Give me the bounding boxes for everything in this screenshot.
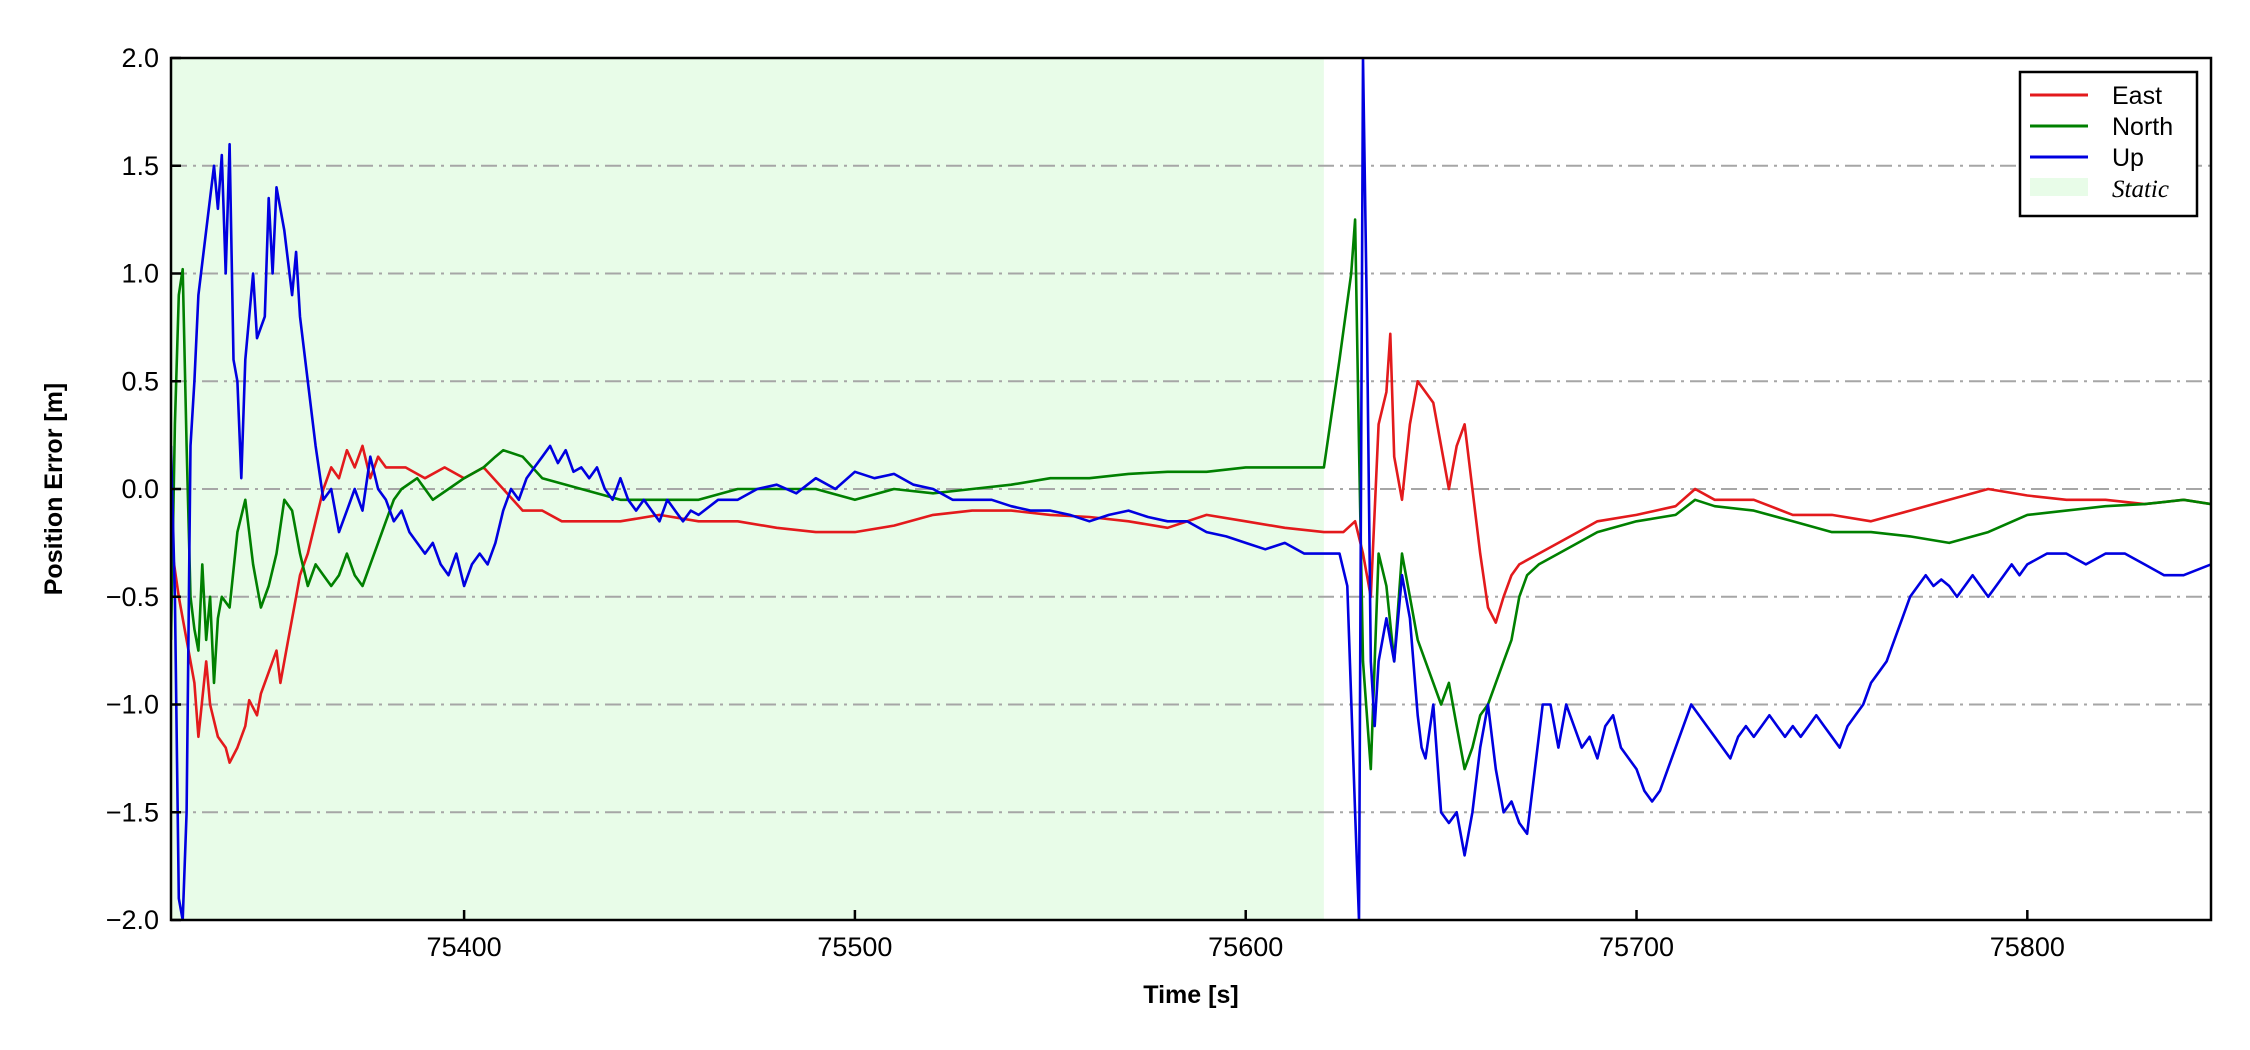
legend: East North Up Static [2018,70,2199,218]
series-line-north [171,218,2211,771]
y-tick-label-2: 1.0 [121,259,159,289]
y-axis-title: Position Error [m] [40,383,68,596]
x-tick-label-2: 75600 [1208,932,1283,962]
legend-label-east: East [2112,82,2162,110]
y-tick-label-3: 0.5 [121,366,159,396]
x-tick-label-1: 75500 [817,932,892,962]
y-tick-label-7: −1.5 [106,797,159,827]
legend-swatch-static [2030,178,2088,196]
legend-label-up: Up [2112,144,2144,172]
x-tick-label-3: 75700 [1599,932,1674,962]
series-line-up [171,58,2211,920]
y-tick-label-6: −1.0 [106,690,159,720]
y-tick-label-5: −0.5 [106,582,159,612]
y-tick-label-4: 0.0 [121,474,159,504]
x-tick-label-4: 75800 [1990,932,2065,962]
series-line-east [171,332,2211,764]
legend-label-north: North [2112,113,2173,141]
x-tick-label-0: 75400 [427,932,502,962]
y-axis-ticks: 2.0 1.5 1.0 0.5 0.0 −0.5 −1.0 −1.5 −2.0 [106,43,181,935]
y-tick-label-1: 1.5 [121,151,159,181]
x-axis-title: Time [s] [1143,981,1238,1009]
y-tick-label-0: 2.0 [121,43,159,73]
legend-label-static: Static [2112,176,2169,203]
y-tick-label-8: −2.0 [106,905,159,935]
series-lines [171,58,2211,920]
x-axis-ticks: 75400 75500 75600 75700 75800 [427,910,2065,962]
